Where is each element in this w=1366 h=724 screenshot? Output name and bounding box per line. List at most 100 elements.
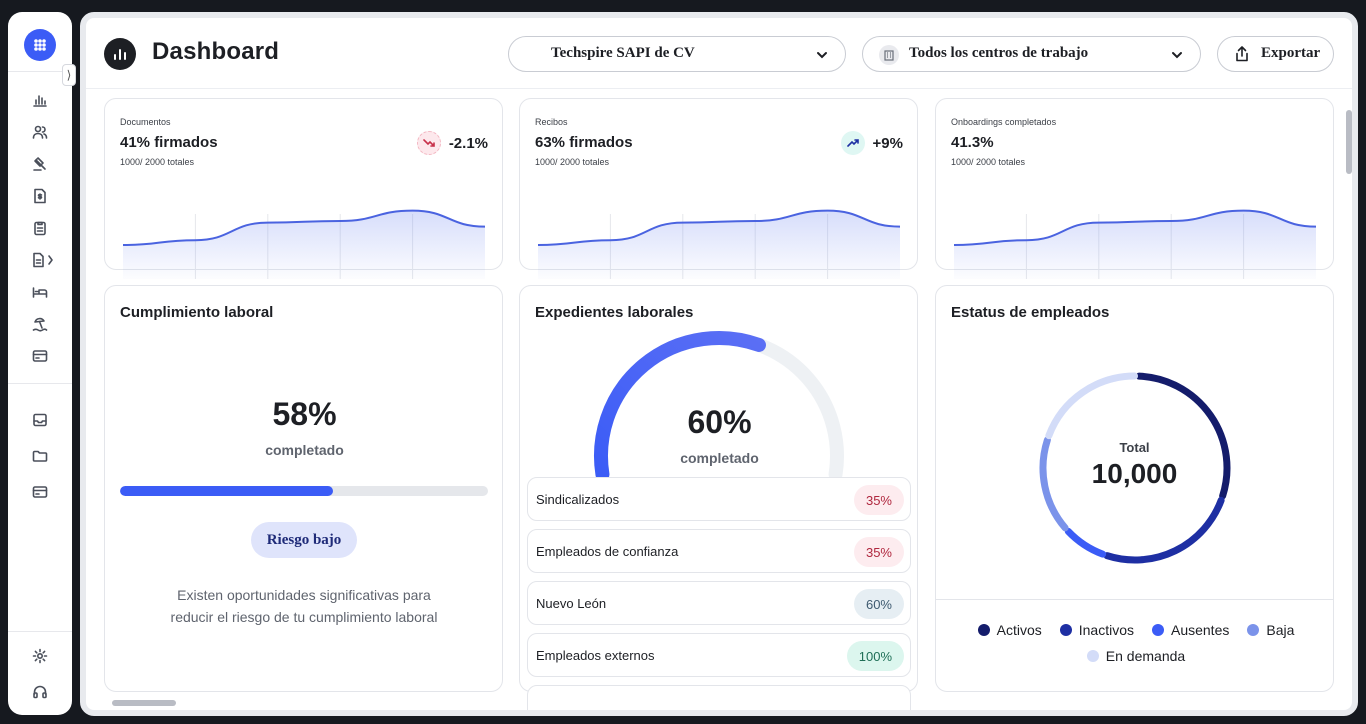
export-label: Exportar (1261, 45, 1321, 61)
legend-label: En demanda (1105, 648, 1186, 664)
legend-label: Baja (1266, 622, 1295, 638)
upload-icon (1236, 46, 1248, 62)
list-item[interactable]: Empleados de confianza 35% (527, 529, 911, 573)
vacation-icon[interactable] (30, 314, 50, 334)
list-item[interactable]: Sindicalizados 35% (527, 477, 911, 521)
compliance-subtitle: completado (265, 442, 344, 458)
compliance-description: Existen oportunidades significativas par… (170, 587, 438, 625)
row-percent-badge: 35% (853, 485, 904, 515)
legend-item: En demanda (1086, 648, 1186, 664)
records-card: Expedientes laborales 60% completado Sin… (519, 285, 918, 710)
records-list: Sindicalizados 35% Empleados de confianz… (527, 477, 911, 710)
donut-segment-baja (1039, 436, 1069, 532)
card-title: Cumplimiento laboral (120, 304, 274, 321)
card-label: Onboardings completados (951, 117, 1057, 127)
trend-value: +9% (872, 134, 903, 152)
list-item[interactable]: Nuevo León 60% (527, 581, 911, 625)
app-logo-icon[interactable] (24, 29, 56, 61)
donut-segment-ausentes (1064, 527, 1107, 558)
documents-icon[interactable] (30, 250, 56, 270)
support-headset-icon[interactable] (30, 682, 50, 702)
card-subtitle: 1000/ 2000 totales (951, 157, 1026, 167)
legend-item: Inactivos (1059, 622, 1134, 638)
trend-up-icon (840, 131, 865, 155)
sparkline-line (953, 209, 1317, 246)
donut-segment-inactivos (1103, 496, 1225, 564)
card-value: 41% firmados (120, 134, 218, 151)
trend-indicator: +9% (840, 131, 903, 155)
dashboard-chart-icon (104, 38, 136, 70)
legend-item: Ausentes (1151, 622, 1230, 638)
card-subtitle: 1000/ 2000 totales (120, 157, 195, 167)
donut-legend: Activos Inactivos Ausentes Baja En demanda (966, 622, 1306, 664)
bed-icon[interactable] (30, 282, 50, 302)
gavel-icon[interactable] (30, 154, 50, 174)
records-subtitle: completado (680, 450, 759, 466)
card-label: Documentos (120, 117, 171, 127)
legend-dot (1247, 624, 1260, 636)
main-panel: Dashboard Techspire SAPI de CV Todos los… (80, 12, 1358, 716)
building-icon (879, 45, 899, 65)
legend-dot (1059, 624, 1072, 636)
legend-label: Inactivos (1078, 622, 1134, 638)
row-percent-badge: 60% (853, 589, 904, 619)
work-centers-select-value: Todos los centros de trabajo (909, 45, 1089, 61)
card-value: 63% firmados (535, 134, 633, 151)
row-label: Sindicalizados (536, 491, 620, 507)
chevron-down-icon (1172, 52, 1182, 59)
sidebar (8, 12, 72, 715)
settings-icon[interactable] (30, 646, 50, 666)
receipts-card: Recibos 63% firmados 1000/ 2000 totales … (519, 98, 918, 295)
header: Dashboard Techspire SAPI de CV Todos los… (86, 18, 1352, 89)
receipts-sparkline: EneFebMarAbrMayJun (536, 209, 905, 295)
trend-value: -2.1% (448, 134, 488, 152)
legend-label: Ausentes (1170, 622, 1230, 638)
onboardings-sparkline: EneFebMarAbrMayJun (952, 209, 1321, 295)
chart-icon[interactable] (30, 90, 50, 110)
card-label: Recibos (535, 117, 568, 127)
trend-down-icon (416, 131, 441, 155)
card-title: Estatus de empleados (951, 304, 1110, 321)
export-button[interactable]: Exportar (1217, 36, 1334, 72)
company-select[interactable]: Techspire SAPI de CV (508, 36, 846, 72)
card-subtitle: 1000/ 2000 totales (535, 157, 610, 167)
legend-dot (1086, 650, 1099, 662)
legend-dot (977, 624, 990, 636)
sparkline-area (123, 210, 485, 279)
row-label: Nuevo León (536, 595, 607, 611)
sparkline-line (537, 209, 901, 246)
inbox-icon[interactable] (30, 410, 50, 430)
folder-icon[interactable] (30, 446, 50, 466)
card-icon[interactable] (30, 346, 50, 366)
row-percent-badge: 100% (846, 641, 904, 671)
donut-segment-activos (1135, 372, 1231, 500)
users-icon[interactable] (30, 122, 50, 142)
row-label: Empleados externos (536, 647, 655, 663)
vertical-scrollbar[interactable] (1346, 110, 1352, 174)
company-select-value: Techspire SAPI de CV (551, 45, 695, 61)
compliance-card: Cumplimiento laboral 58% completado Ries… (104, 285, 503, 692)
employee-status-card: Estatus de empleados Total 10,000 Activo… (935, 285, 1334, 692)
gauge-fill (594, 331, 766, 482)
compliance-progress-fill (120, 486, 334, 496)
compliance-percent: 58% (272, 396, 337, 432)
list-item[interactable] (527, 685, 911, 710)
list-item[interactable]: Empleados externos 100% (527, 633, 911, 677)
horizontal-scrollbar[interactable] (112, 700, 176, 706)
legend-label: Activos (996, 622, 1042, 638)
wallet-icon[interactable] (30, 482, 50, 502)
documents-sparkline: EneFebMarAbrMayJun (121, 209, 490, 295)
row-percent-badge: 35% (853, 537, 904, 567)
work-centers-select[interactable]: Todos los centros de trabajo (862, 36, 1201, 72)
sparkline-line (122, 209, 486, 246)
payroll-icon[interactable] (30, 186, 50, 206)
compliance-progress-bar (120, 486, 488, 496)
row-label: Empleados de confianza (536, 543, 679, 559)
card-value: 41.3% (951, 134, 994, 151)
donut-segment-en-demanda (1045, 372, 1139, 440)
onboardings-card: Onboardings completados 41.3% 1000/ 2000… (935, 98, 1334, 295)
trend-indicator: -2.1% (416, 131, 488, 155)
clipboard-icon[interactable] (30, 218, 50, 238)
risk-badge: Riesgo bajo (251, 522, 357, 558)
sidebar-expand-toggle[interactable]: ⟩ (62, 64, 76, 86)
